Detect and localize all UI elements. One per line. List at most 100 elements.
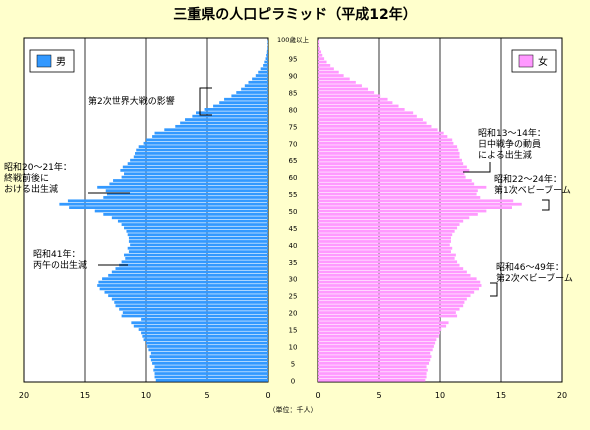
male-bar: [152, 135, 268, 138]
annotation-baby1: 昭和22～24年：: [494, 173, 562, 185]
male-bar: [67, 199, 268, 203]
male-bar: [266, 50, 268, 54]
female-bar: [318, 317, 440, 321]
male-bar: [130, 243, 268, 247]
age-tick-label: 25: [289, 293, 298, 301]
female-bar: [318, 80, 356, 84]
female-bar: [318, 111, 414, 115]
male-bar: [265, 57, 268, 61]
male-bar: [119, 307, 268, 311]
female-bar: [318, 97, 388, 101]
male-bar: [150, 351, 268, 355]
age-tick-label: 35: [289, 259, 298, 267]
male-bar: [122, 311, 268, 314]
male-bar: [103, 196, 268, 199]
female-bar: [318, 192, 477, 196]
male-bar: [113, 179, 268, 182]
female-bar: [318, 87, 369, 91]
age-top-label: 100歳以上: [277, 35, 309, 44]
age-tick-label: 60: [289, 174, 298, 182]
female-bar: [318, 131, 444, 135]
female-bar: [318, 199, 514, 203]
male-bar: [196, 111, 268, 115]
male-bar: [133, 155, 268, 159]
female-bar: [318, 361, 430, 365]
annotation-showa41: 丙午の出生減: [33, 259, 87, 271]
male-bar: [128, 236, 268, 240]
age-tick-label: 90: [289, 73, 298, 81]
female-bar: [318, 378, 426, 382]
female-bar: [318, 372, 427, 375]
female-bar: [318, 206, 512, 210]
male-bar: [120, 168, 268, 172]
female-bar: [318, 284, 482, 287]
annotation-showa13-leader: [463, 162, 491, 173]
female-bar: [318, 345, 434, 348]
male-bar: [121, 175, 268, 179]
age-tick-label: 50: [289, 208, 298, 216]
female-bar: [318, 196, 481, 199]
male-bar: [141, 331, 268, 335]
male-bar: [59, 202, 268, 206]
male-bar: [244, 84, 268, 88]
female-bar: [318, 301, 465, 304]
female-bar: [318, 355, 432, 358]
annotation-baby2-bracket: [490, 282, 498, 297]
male-bar: [204, 108, 268, 111]
male-bar: [114, 301, 268, 304]
female-bar: [318, 64, 331, 67]
male-bar: [121, 314, 268, 318]
male-bar: [133, 324, 268, 328]
female-x-tick-label: 10: [435, 391, 445, 400]
female-bar: [318, 351, 431, 355]
age-tick-label: 0: [291, 377, 295, 385]
female-bar: [318, 74, 344, 77]
annotation-baby2: 第2次ベビーブーム: [496, 272, 573, 284]
male-bar: [135, 152, 268, 155]
male-bar: [219, 101, 268, 105]
female-bar: [318, 121, 427, 125]
male-bar: [267, 47, 268, 50]
female-bar: [318, 141, 454, 145]
age-tick-label: 70: [289, 140, 298, 148]
male-bar: [155, 378, 268, 382]
male-legend-swatch: [36, 54, 52, 68]
female-bar: [318, 260, 458, 264]
female-bar: [318, 233, 453, 237]
male-bar: [125, 257, 268, 260]
female-bar: [318, 236, 451, 240]
female-bar: [318, 250, 451, 254]
male-bar: [143, 338, 268, 342]
annotation-showa20: 昭和20～21年：: [4, 161, 72, 173]
male-bar: [106, 192, 269, 196]
female-bar: [318, 304, 464, 308]
female-bar: [318, 104, 399, 108]
age-tick-label: 15: [289, 327, 298, 335]
female-bar: [318, 294, 471, 298]
female-bar: [318, 70, 339, 74]
male-bar: [103, 212, 268, 216]
male-bar: [121, 260, 268, 264]
female-bar: [318, 334, 439, 338]
female-bar: [318, 375, 427, 379]
female-bar: [318, 158, 462, 162]
male-bar: [248, 80, 268, 84]
female-legend-swatch: [518, 54, 534, 68]
male-bar: [146, 341, 268, 345]
female-bar: [318, 182, 475, 186]
male-bar: [127, 233, 268, 237]
female-bar: [318, 138, 453, 142]
female-bar: [318, 77, 350, 81]
age-tick-label: 85: [289, 89, 298, 97]
male-bar: [224, 97, 268, 101]
female-bar: [318, 165, 467, 169]
male-bar: [119, 263, 268, 267]
female-bar: [318, 152, 460, 155]
female-bar: [318, 311, 456, 314]
male-bar: [97, 284, 268, 287]
female-bar: [318, 226, 458, 230]
female-bar: [318, 270, 467, 274]
male-bar: [263, 64, 268, 67]
age-tick-label: 65: [289, 157, 298, 165]
male-bar: [104, 290, 269, 294]
